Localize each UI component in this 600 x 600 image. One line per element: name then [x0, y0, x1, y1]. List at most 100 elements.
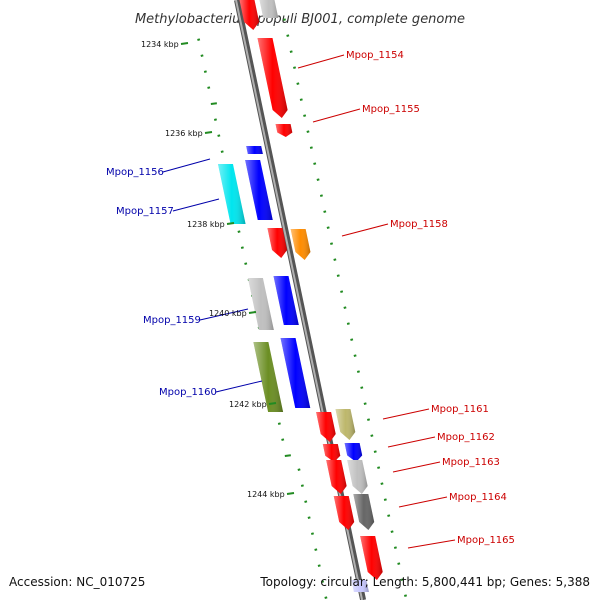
- gene-label: Mpop_1165: [457, 535, 515, 546]
- tick-mark: [336, 274, 340, 277]
- gene-feature: [347, 460, 368, 494]
- gene-feature: [217, 164, 246, 224]
- gene-feature: [333, 496, 355, 530]
- tick-mark: [309, 146, 313, 149]
- tick-mark: [203, 70, 207, 73]
- tick-mark: [277, 422, 281, 425]
- gene-leader-line: [172, 198, 220, 212]
- scale-label: 1238 kbp: [187, 220, 225, 229]
- gene-feature: [245, 160, 273, 220]
- gene-label: Mpop_1163: [442, 457, 500, 468]
- tick-mark: [217, 134, 221, 137]
- tick-mark: [356, 370, 360, 373]
- gene-feature: [253, 342, 284, 412]
- gene-label: Mpop_1154: [346, 50, 404, 61]
- gene-feature: [257, 38, 288, 118]
- tick-mark: [237, 230, 241, 233]
- gene-leader-line: [382, 408, 430, 420]
- gene-label: Mpop_1159: [143, 315, 201, 326]
- scale-label: 1240 kbp: [209, 309, 247, 318]
- gene-feature: [335, 409, 356, 440]
- tick-mark: [284, 454, 291, 457]
- tick-mark: [387, 514, 391, 517]
- tick-mark: [213, 118, 217, 121]
- tick-mark: [326, 226, 330, 229]
- gene-leader-line: [312, 108, 361, 123]
- tick-mark: [306, 130, 310, 133]
- tick-mark: [314, 548, 318, 551]
- tick-mark: [220, 150, 224, 153]
- tick-mark: [363, 402, 367, 405]
- gene-label: Mpop_1157: [116, 206, 174, 217]
- tick-mark: [286, 34, 290, 37]
- tick-mark: [316, 178, 320, 181]
- tick-mark: [313, 162, 317, 165]
- tick-mark: [390, 530, 394, 533]
- gene-label: Mpop_1160: [159, 387, 217, 398]
- gene-feature: [273, 276, 299, 325]
- tick-mark: [240, 246, 244, 249]
- gene-feature: [246, 146, 263, 154]
- gene-leader-line: [407, 539, 456, 549]
- tick-mark: [282, 18, 286, 21]
- tick-mark: [383, 498, 387, 501]
- tick-mark: [200, 54, 204, 57]
- tick-mark: [333, 258, 337, 261]
- gene-features: Mpop_1154 Mpop_1155 Mpop_1156 Mpop_1157 Mpop…: [106, 0, 515, 592]
- gene-leader-line: [297, 54, 345, 69]
- gene-label: Mpop_1162: [437, 432, 495, 443]
- gene-leader-line: [398, 496, 448, 508]
- gene-leader-line: [341, 223, 389, 237]
- scale-label: 1236 kbp: [165, 129, 203, 138]
- gene-feature: [360, 536, 383, 580]
- scale-tick: [268, 402, 277, 405]
- gene-feature: [239, 0, 260, 30]
- gene-label: Mpop_1164: [449, 492, 507, 503]
- tick-mark: [340, 290, 344, 293]
- scale-label: 1244 kbp: [247, 490, 285, 499]
- tick-mark: [244, 262, 248, 265]
- tick-mark: [281, 438, 285, 441]
- tick-mark: [317, 564, 321, 567]
- gene-leader-line: [199, 308, 249, 321]
- tick-mark: [293, 66, 297, 69]
- tick-mark: [324, 596, 328, 599]
- tick-mark: [393, 546, 397, 549]
- gene-feature: [280, 338, 311, 408]
- gene-label: Mpop_1161: [431, 404, 489, 415]
- scale-tick: [248, 311, 257, 314]
- gene-feature: [322, 444, 341, 462]
- scale-tick: [180, 42, 189, 45]
- gene-feature: [326, 460, 347, 494]
- gene-feature: [259, 0, 279, 18]
- tick-mark: [350, 338, 354, 341]
- gene-leader-line: [392, 461, 441, 473]
- tick-mark: [307, 516, 311, 519]
- tick-mark: [299, 98, 303, 101]
- gene-label: Mpop_1156: [106, 167, 164, 178]
- gene-feature: [275, 124, 293, 137]
- gene-feature: [316, 412, 336, 442]
- tick-mark: [360, 386, 364, 389]
- tick-mark: [367, 418, 371, 421]
- tick-mark: [197, 38, 201, 41]
- scale-tick: [226, 222, 235, 225]
- scale-tick: [204, 131, 213, 134]
- scale-label: 1242 kbp: [229, 400, 267, 409]
- tick-mark: [297, 468, 301, 471]
- tick-mark: [346, 322, 350, 325]
- gene-leader-line: [387, 436, 436, 448]
- scale-labels: 1234 kbp 1236 kbp 1238 kbp 1240 kbp 1242 kbp…: [141, 40, 295, 499]
- tick-mark: [400, 578, 404, 581]
- tick-mark: [319, 194, 323, 197]
- tick-mark: [289, 50, 293, 53]
- gene-feature: [267, 228, 288, 258]
- scale-tick: [286, 492, 295, 495]
- tick-mark: [323, 210, 327, 213]
- tick-mark: [207, 86, 211, 89]
- tick-mark: [343, 306, 347, 309]
- tick-mark: [330, 242, 334, 245]
- gene-label: Mpop_1158: [390, 219, 448, 230]
- tick-mark: [373, 450, 377, 453]
- tick-mark: [353, 354, 357, 357]
